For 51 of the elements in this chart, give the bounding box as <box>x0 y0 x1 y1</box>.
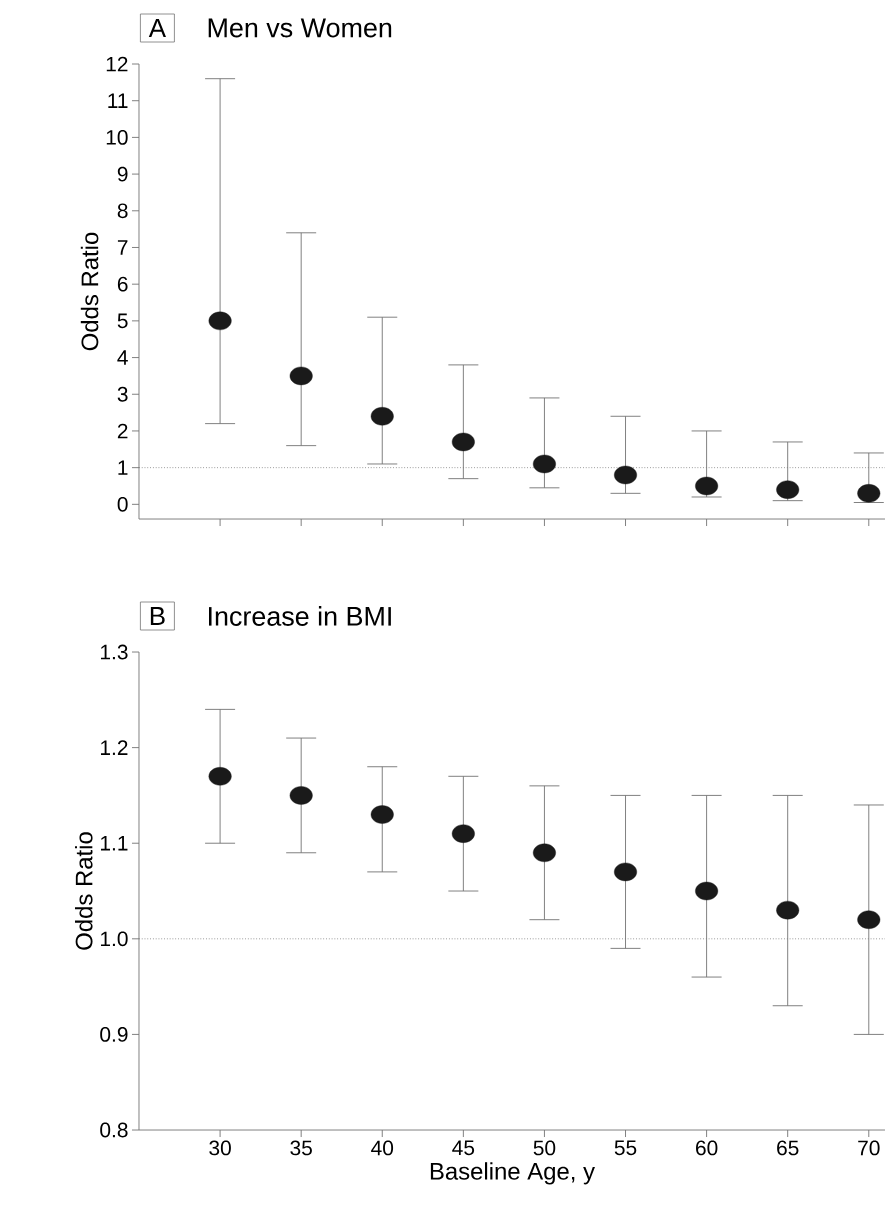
y-tick-label: 1 <box>118 460 128 475</box>
x-tick-label: 30 <box>209 1140 231 1156</box>
y-axis-title: Odds Ratio <box>80 232 99 351</box>
chart-title: Increase in BMI <box>209 606 391 626</box>
point <box>776 900 800 920</box>
text: A <box>148 19 166 37</box>
point <box>532 843 556 862</box>
x-tick-label: 70 <box>858 1140 880 1156</box>
point <box>370 407 394 426</box>
y-tick-label: 0.9 <box>100 1027 128 1042</box>
text: B <box>150 607 165 625</box>
point <box>208 311 232 331</box>
x-tick-label: 45 <box>452 1140 475 1156</box>
y-tick-label: 1.2 <box>100 740 128 755</box>
point <box>289 786 313 805</box>
y-tick-label: 3 <box>117 386 128 402</box>
y-tick-label: 12 <box>106 56 128 72</box>
y-tick-label: 8 <box>117 203 128 219</box>
y-tick-label: 7 <box>117 240 128 255</box>
y-tick-label: 10 <box>106 129 128 145</box>
x-axis-title: Baseline Age, y <box>430 1162 595 1185</box>
x-tick-label: 55 <box>614 1140 637 1156</box>
x-tick-label: 35 <box>290 1140 312 1156</box>
y-tick-label: 0 <box>117 496 128 512</box>
x-tick-label: 40 <box>371 1140 394 1156</box>
point <box>614 862 637 882</box>
y-tick-label: 6 <box>117 276 128 292</box>
point <box>695 881 719 901</box>
point <box>532 454 556 474</box>
y-axis-title: Odds Ratio <box>74 832 93 950</box>
chart-title: Men vs Women <box>208 18 392 38</box>
x-tick-label: 60 <box>696 1140 718 1156</box>
point <box>289 366 313 386</box>
point <box>208 767 232 786</box>
point <box>451 432 475 452</box>
y-tick-label: 4 <box>117 350 128 365</box>
point <box>614 465 637 485</box>
point <box>451 824 475 843</box>
point <box>695 476 719 496</box>
y-tick-label: 1.0 <box>100 931 128 947</box>
y-tick-label: 0.8 <box>100 1122 128 1138</box>
y-tick-label: 2 <box>117 423 128 439</box>
x-tick-label: 50 <box>533 1140 556 1156</box>
y-tick-label: 1.1 <box>100 836 128 851</box>
x-tick-label: 65 <box>777 1140 799 1156</box>
y-tick-label: 1.3 <box>100 644 128 660</box>
y-tick-label: 5 <box>117 313 128 329</box>
point <box>776 480 800 499</box>
y-tick-label: 9 <box>117 166 128 182</box>
point <box>370 805 394 824</box>
y-tick-label: 11 <box>108 93 128 108</box>
